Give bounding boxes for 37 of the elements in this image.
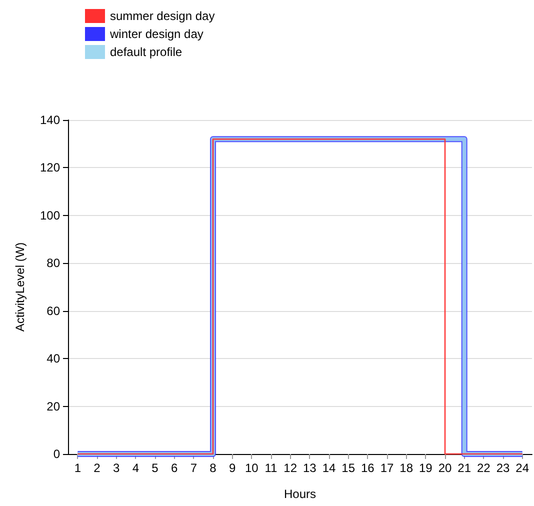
x-tick-label: 18 [400, 461, 414, 475]
x-tick-label: 16 [360, 461, 375, 475]
y-tick-label: 120 [40, 160, 60, 175]
x-tick-label: 9 [228, 461, 236, 475]
x-tick-label: 1 [74, 461, 82, 475]
legend-label: summer design day [110, 9, 215, 23]
x-tick-label: 2 [94, 461, 101, 475]
x-tick-label: 6 [170, 461, 178, 475]
x-tick-label: 3 [112, 461, 120, 475]
legend-label: default profile [110, 45, 182, 59]
x-tick-label: 21 [458, 461, 472, 475]
x-tick-label: 12 [284, 461, 298, 475]
x-tick-label: 17 [380, 461, 394, 475]
legend-label: winter design day [109, 27, 204, 41]
x-tick-label: 24 [516, 461, 530, 475]
y-tick-label: 20 [46, 399, 60, 414]
x-tick-label: 20 [438, 461, 452, 475]
x-tick-label: 22 [476, 461, 491, 475]
x-tick-label: 23 [496, 461, 510, 475]
x-tick-label: 10 [244, 461, 259, 475]
y-tick-label: 0 [53, 447, 60, 461]
x-tick-label: 7 [190, 461, 198, 475]
y-tick-label: 60 [46, 304, 60, 318]
y-axis-title: ActivityLevel (W) [13, 242, 27, 332]
x-tick-label: 15 [342, 461, 356, 475]
x-tick-label: 11 [264, 461, 278, 475]
y-tick-label: 40 [46, 352, 60, 366]
x-tick-label: 13 [302, 461, 317, 475]
x-tick-label: 14 [322, 461, 336, 475]
x-axis-title: Hours [284, 487, 316, 501]
y-tick-label: 80 [46, 256, 60, 270]
x-tick-label: 4 [132, 461, 140, 475]
x-tick-label: 19 [418, 461, 433, 475]
x-tick-label: 5 [152, 461, 159, 475]
y-tick-label: 140 [40, 113, 60, 127]
x-tick-label: 8 [210, 461, 217, 475]
y-tick-label: 100 [40, 208, 60, 222]
